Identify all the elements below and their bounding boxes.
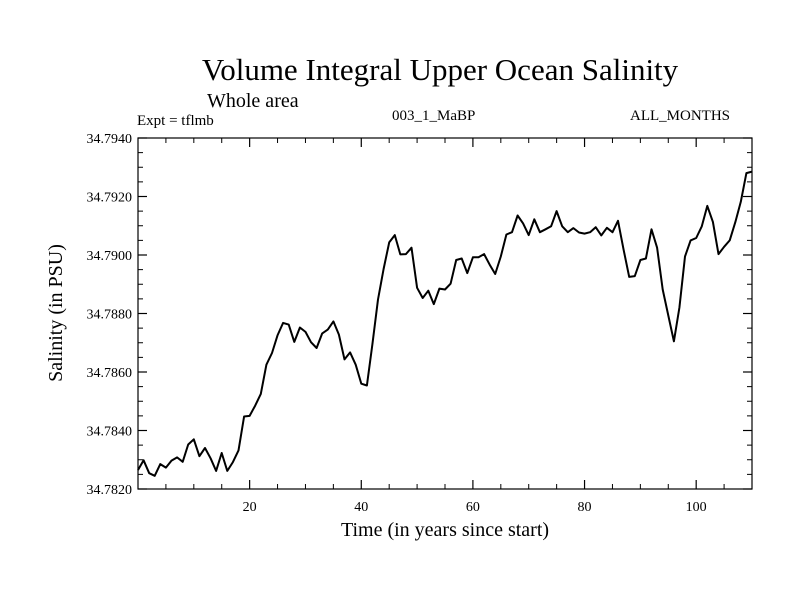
y-tick-label: 34.7920 (87, 191, 133, 206)
y-axis-ticks: 34.7820 34.7840 34.7860 34.7880 34.7900 34.79… (87, 132, 752, 498)
y-tick-label: 34.7940 (87, 132, 133, 147)
experiment-label: Expt = tflmb (137, 113, 214, 129)
x-tick-label: 60 (466, 500, 480, 515)
run-id-label: 003_1_MaBP (392, 108, 476, 124)
chart-subtitle: Whole area (207, 90, 299, 112)
chart-title: Volume Integral Upper Ocean Salinity (201, 52, 679, 87)
plot-frame (137, 137, 753, 490)
x-axis-ticks: 20 40 60 80 100 (165, 138, 725, 515)
x-tick-label: 100 (686, 500, 707, 515)
y-axis-label: Salinity (in PSU) (45, 244, 67, 382)
x-tick-label: 20 (243, 500, 257, 515)
y-tick-label: 34.7840 (87, 425, 133, 440)
period-label: ALL_MONTHS (630, 108, 730, 124)
salinity-series-line (137, 170, 753, 477)
y-tick-label: 34.7860 (87, 366, 133, 381)
x-axis-label: Time (in years since start) (341, 519, 549, 541)
x-tick-label: 40 (354, 500, 368, 515)
x-tick-label: 80 (578, 500, 592, 515)
y-tick-label: 34.7820 (87, 483, 133, 498)
y-tick-label: 34.7900 (87, 249, 133, 264)
y-tick-label: 34.7880 (87, 308, 133, 323)
